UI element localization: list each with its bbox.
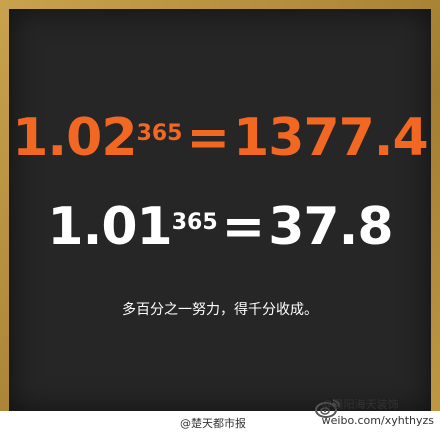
equation-strong-base: 1.02 [12, 108, 137, 168]
equation-weak: 1.01365=37.8 [0, 197, 440, 257]
equation-weak-base: 1.01 [47, 197, 172, 257]
chalkboard [9, 9, 431, 411]
caption-text: 多百分之一努力，得千分收成。 [122, 302, 318, 318]
equation-weak-result: 37.8 [268, 197, 393, 257]
watermark-right: @襄阳海天装饰 weibo.com/xyhthyzs [322, 397, 434, 429]
watermark-right-url: weibo.com/xyhthyzs [321, 414, 434, 427]
equation-strong: 1.02365=1377.4 [0, 108, 440, 168]
equation-weak-equals: = [221, 197, 266, 257]
weibo-icon [315, 399, 340, 418]
equation-strong-exponent: 365 [136, 121, 183, 146]
equation-strong-result: 1377.4 [233, 108, 429, 168]
watermark-left: @楚天都市报 [180, 417, 246, 430]
equation-weak-exponent: 365 [171, 210, 218, 235]
equation-strong-equals: = [186, 108, 231, 168]
footer-strip [0, 411, 440, 440]
watermark-right-handle: @襄阳海天装饰 [321, 398, 399, 411]
